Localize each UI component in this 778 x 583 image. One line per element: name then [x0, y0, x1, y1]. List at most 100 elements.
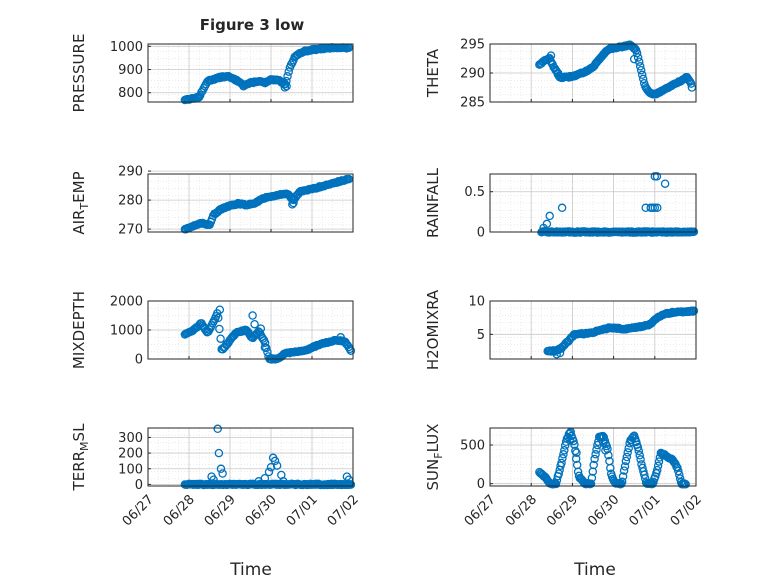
data-point [621, 456, 631, 466]
data-point [633, 53, 643, 62]
axes-box [147, 173, 354, 233]
data-point [620, 462, 630, 471]
data-point [587, 473, 597, 483]
subplot-theta: 285 290 295 THETA [424, 38, 697, 111]
markers [535, 427, 690, 489]
y-tick-label: 2000 [110, 295, 143, 310]
y-tick-label: 0.5 [464, 185, 485, 200]
subplot-h2omixra: 5 10 H2OMIXRA [424, 289, 699, 370]
data-point [634, 57, 644, 66]
axes-box [489, 43, 697, 103]
data-point [260, 343, 270, 352]
data-point [633, 443, 643, 452]
x-tick-label: 07/02 [325, 492, 362, 529]
data-point [280, 83, 290, 92]
y-tick-label: 1000 [110, 324, 143, 339]
data-point [258, 334, 268, 343]
data-point [571, 446, 580, 456]
markers [537, 172, 699, 237]
data-point [336, 333, 345, 342]
x-tick-label: 07/02 [668, 492, 705, 529]
y-tick-label: 290 [118, 165, 143, 180]
data-point [603, 444, 612, 454]
x-tick-label: 06/29 [544, 492, 581, 529]
data-point [215, 305, 225, 314]
data-point [553, 68, 563, 78]
data-point [601, 446, 610, 455]
data-point [670, 458, 679, 468]
data-point [279, 477, 288, 486]
data-point [266, 462, 276, 472]
y-axis-label: PRESSURE [70, 34, 88, 113]
data-point [559, 450, 568, 459]
data-point [617, 477, 627, 487]
y-tick-label: 0 [135, 478, 143, 493]
axes-box [489, 427, 697, 487]
data-point [660, 179, 670, 188]
data-point [635, 62, 645, 71]
data-point [545, 211, 554, 221]
markers [180, 174, 354, 234]
y-axis-label: MIXDEPTH [70, 291, 88, 369]
data-point [618, 472, 628, 481]
x-tick-label: 06/29 [202, 492, 239, 529]
data-point [674, 466, 683, 476]
x-tick-label: 06/28 [503, 492, 540, 529]
data-point [254, 477, 263, 486]
y-tick-label: 5 [477, 328, 485, 343]
data-point [591, 450, 600, 459]
y-tick-label: 1000 [110, 40, 143, 55]
x-tick-label: 06/27 [120, 492, 157, 529]
subplot-pressure: 800 900 1000 PRESSURE [70, 34, 354, 113]
data-point [215, 324, 224, 334]
x-tick-label: 06/30 [243, 492, 280, 529]
data-point [560, 446, 569, 455]
data-point [250, 319, 259, 329]
y-tick-label: 280 [118, 194, 143, 209]
data-point [686, 79, 696, 88]
y-tick-label: 200 [118, 447, 143, 462]
data-point [216, 334, 225, 343]
y-tick-label: 0 [477, 226, 485, 241]
x-tick-label: 06/28 [161, 492, 198, 529]
y-tick-label: 100 [118, 462, 143, 477]
data-point [636, 455, 645, 464]
y-axis-label: AIRTEMP [70, 171, 91, 234]
y-tick-label: 800 [118, 86, 143, 101]
axes-box [147, 300, 354, 360]
data-point [264, 467, 274, 477]
y-axis-label: TERRMSL [70, 423, 91, 492]
y-tick-label: 270 [118, 223, 143, 238]
axes-box [147, 43, 354, 103]
data-point [622, 452, 632, 462]
data-point [283, 72, 292, 81]
data-point [239, 81, 248, 91]
subplot-mixdepth: 0 1000 2000 MIXDEPTH [70, 291, 356, 369]
data-point [557, 203, 567, 213]
data-point [624, 443, 633, 453]
markers [180, 424, 356, 490]
y-tick-label: 0 [135, 353, 143, 368]
x-tick-label: 06/30 [585, 492, 622, 529]
data-point [270, 456, 280, 466]
data-point [554, 469, 564, 478]
data-point [555, 348, 565, 358]
data-point [592, 445, 601, 454]
y-tick-label: 285 [460, 96, 485, 111]
data-point [606, 463, 615, 473]
data-point [599, 438, 608, 447]
data-point [272, 461, 282, 470]
x-axis-label-left: Time [229, 560, 272, 580]
data-point [652, 172, 662, 181]
axes-box [489, 300, 697, 360]
y-axis-label: SUNFLUX [424, 424, 445, 491]
data-point [630, 44, 640, 53]
y-tick-label: 290 [460, 67, 485, 82]
data-point [689, 306, 699, 315]
y-tick-label: 295 [460, 38, 485, 53]
data-point [571, 454, 581, 464]
axes-box [147, 427, 354, 487]
data-point [632, 437, 641, 447]
